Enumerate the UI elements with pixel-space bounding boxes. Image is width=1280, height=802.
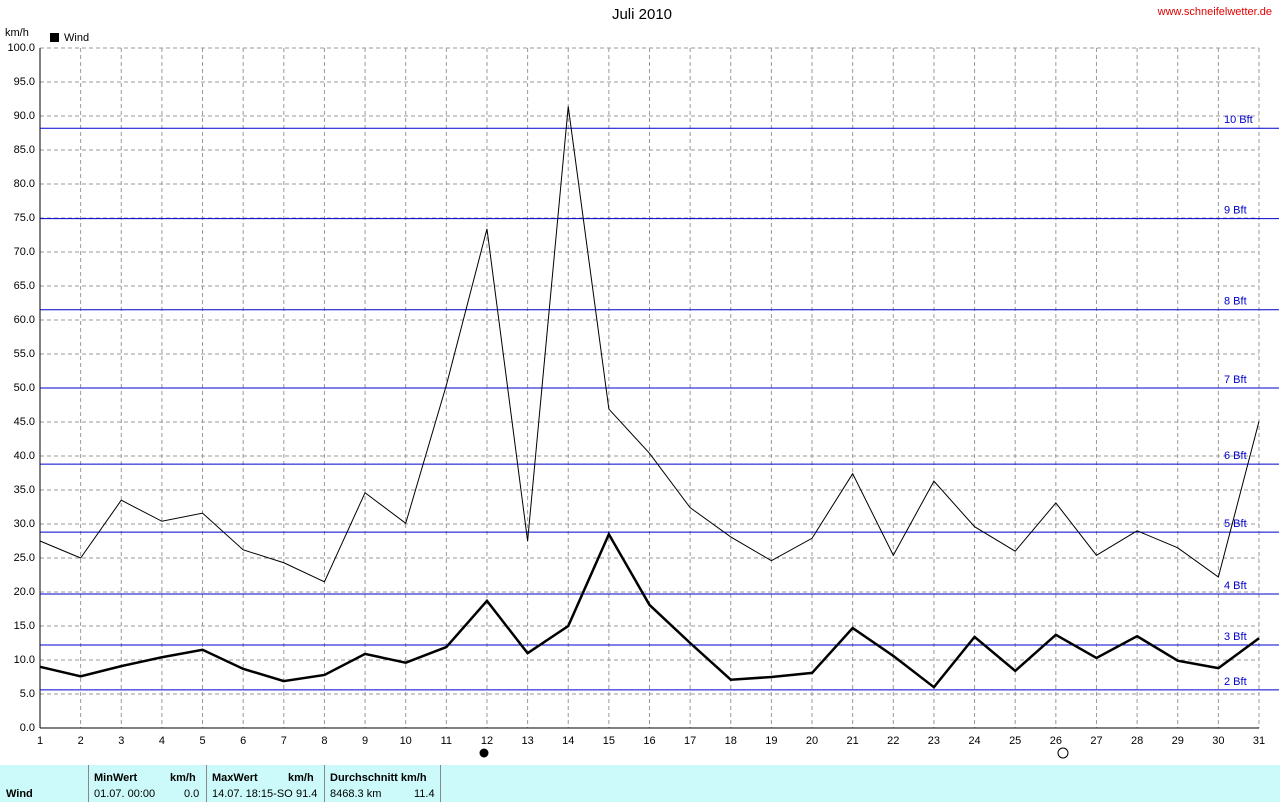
y-tick-label: 85.0 [14, 144, 35, 156]
x-tick-label: 19 [765, 735, 777, 747]
x-tick-label: 1 [37, 735, 43, 747]
y-tick-label: 40.0 [14, 450, 35, 462]
x-tick-label: 8 [321, 735, 327, 747]
x-tick-label: 23 [928, 735, 940, 747]
reference-label: 9 Bft [1224, 205, 1247, 217]
x-tick-label: 10 [400, 735, 412, 747]
cell: 0.0 [184, 788, 200, 800]
cell: 01.07. 00:00 [94, 788, 156, 800]
y-tick-label: 55.0 [14, 348, 35, 360]
reference-label: 7 Bft [1224, 374, 1247, 386]
y-tick-label: 30.0 [14, 518, 35, 530]
full-moon-icon [1057, 747, 1069, 759]
y-tick-label: 90.0 [14, 110, 35, 122]
x-tick-label: 29 [1172, 735, 1184, 747]
y-tick-label: 20.0 [14, 586, 35, 598]
x-tick-label: 20 [806, 735, 818, 747]
header: MaxWert [212, 772, 258, 784]
legend-label: Wind [64, 32, 89, 44]
x-tick-label: 28 [1131, 735, 1143, 747]
data-line [39, 106, 1260, 583]
y-tick-label: 100.0 [7, 42, 35, 54]
x-tick-label: 9 [362, 735, 368, 747]
y-tick-label: 35.0 [14, 484, 35, 496]
y-tick-label: 0.0 [20, 722, 35, 734]
x-tick-label: 2 [78, 735, 84, 747]
x-tick-label: 15 [603, 735, 615, 747]
header: MinWert [94, 772, 138, 784]
y-tick-label: 50.0 [14, 382, 35, 394]
reference-label: 4 Bft [1224, 580, 1247, 592]
cell: 8468.3 km [330, 788, 382, 800]
x-tick-label: 22 [887, 735, 899, 747]
x-tick-label: 30 [1212, 735, 1224, 747]
y-tick-label: 60.0 [14, 314, 35, 326]
legend-swatch [50, 33, 59, 42]
y-tick-label: 25.0 [14, 552, 35, 564]
cell: 91.4 [296, 788, 318, 800]
chart: Juli 2010 www.schneifelwetter.de km/h Wi… [5, 6, 1279, 759]
x-tick-label: 25 [1009, 735, 1021, 747]
y-axis-label: km/h [5, 27, 29, 39]
cell: 11.4 [414, 788, 435, 800]
reference-label: 6 Bft [1224, 450, 1247, 462]
data-line [39, 531, 1260, 689]
y-tick-label: 15.0 [14, 620, 35, 632]
y-tick-label: 10.0 [14, 654, 35, 666]
new-moon-icon [479, 748, 489, 758]
y-tick-label: 70.0 [14, 246, 35, 258]
x-tick-label: 31 [1253, 735, 1265, 747]
x-tick-label: 13 [521, 735, 533, 747]
row-label: Wind [6, 788, 33, 800]
x-tick-label: 12 [481, 735, 493, 747]
y-tick-label: 80.0 [14, 178, 35, 190]
header: km/h [170, 772, 196, 784]
x-tick-label: 7 [281, 735, 287, 747]
x-tick-label: 26 [1050, 735, 1062, 747]
x-tick-label: 21 [847, 735, 859, 747]
x-tick-label: 4 [159, 735, 165, 747]
y-tick-label: 45.0 [14, 416, 35, 428]
reference-label: 2 Bft [1224, 676, 1247, 688]
summary-panel: Wind MinWert km/h 01.07. 00:00 0.0 MaxWe… [0, 765, 1280, 802]
y-tick-label: 75.0 [14, 212, 35, 224]
reference-label: 10 Bft [1224, 114, 1253, 126]
chart-title: Juli 2010 [612, 6, 672, 23]
header: km/h [288, 772, 314, 784]
x-tick-label: 17 [684, 735, 696, 747]
x-tick-label: 27 [1090, 735, 1102, 747]
x-tick-label: 3 [118, 735, 124, 747]
x-tick-label: 5 [199, 735, 205, 747]
x-tick-label: 11 [441, 735, 452, 747]
y-tick-label: 5.0 [20, 688, 35, 700]
y-tick-label: 95.0 [14, 76, 35, 88]
source: www.schneifelwetter.de [1157, 6, 1272, 18]
reference-label: 3 Bft [1224, 631, 1247, 643]
cell: 14.07. 18:15-SO [212, 788, 293, 800]
reference-label: 8 Bft [1224, 296, 1247, 308]
x-tick-label: 6 [240, 735, 246, 747]
reference-label: 5 Bft [1224, 518, 1247, 530]
x-tick-label: 18 [725, 735, 737, 747]
x-tick-label: 24 [968, 735, 980, 747]
header: Durchschnitt km/h [330, 772, 427, 784]
y-tick-label: 65.0 [14, 280, 35, 292]
x-tick-label: 14 [562, 735, 574, 747]
x-tick-label: 16 [643, 735, 655, 747]
